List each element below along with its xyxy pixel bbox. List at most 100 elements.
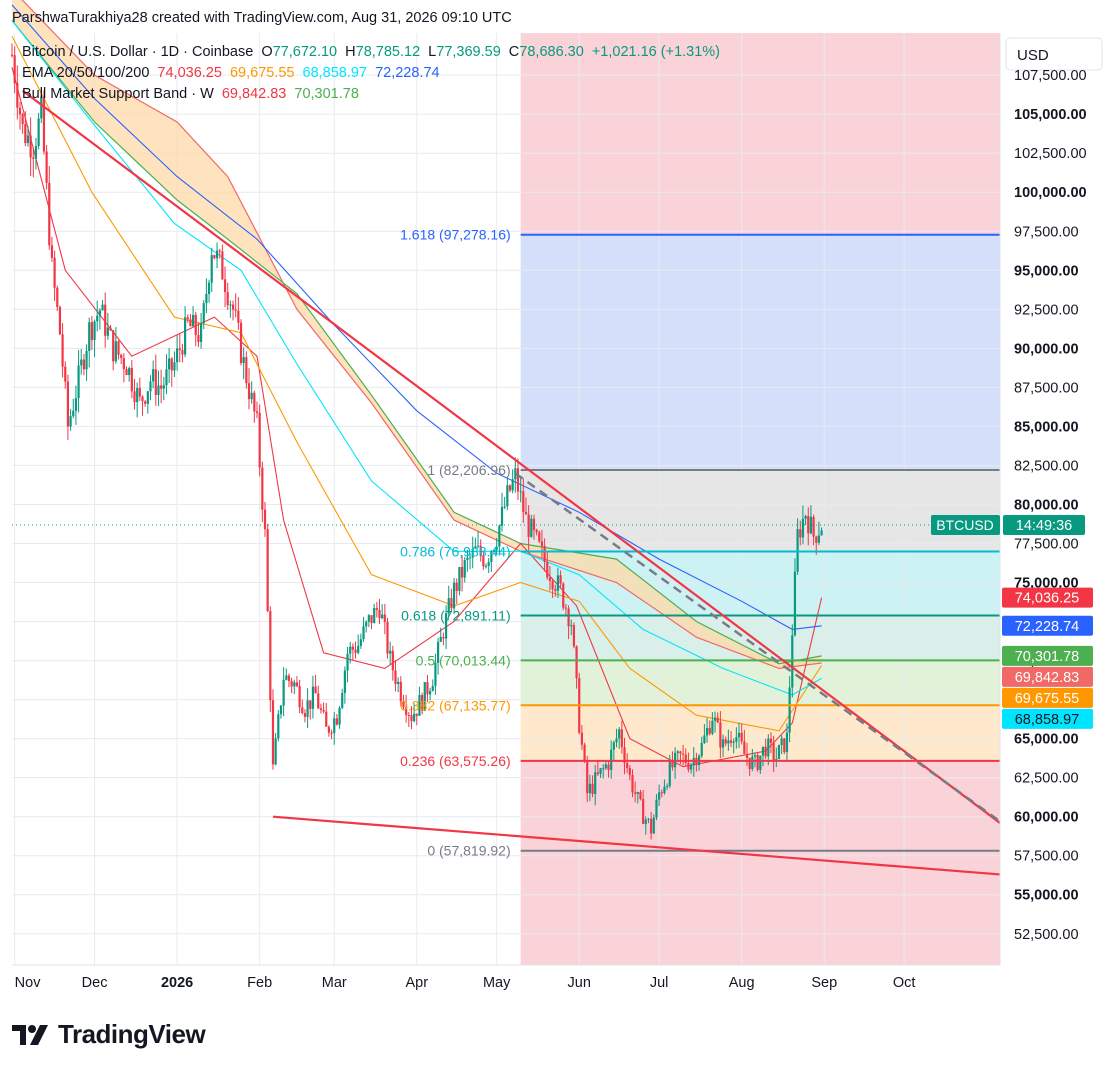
fib-levels: 1.618 (97,278.16) 1 (82,206.96) 0.786 (76,… [400, 227, 1000, 859]
candle-body [234, 309, 237, 311]
candle-body [436, 641, 440, 663]
bmsb-red-line [21, 0, 822, 670]
candle-body [431, 685, 434, 692]
candle-body [634, 792, 637, 794]
candle-body [764, 746, 767, 757]
candle-body [322, 709, 325, 712]
fib-label: 1 (82,206.96) [427, 462, 510, 478]
countdown-label: 14:49:36 [1016, 518, 1072, 534]
ema20-value: 74,036.25 [157, 65, 222, 81]
candle-body [783, 738, 786, 753]
candle-body [498, 525, 501, 547]
candle-body [423, 682, 426, 711]
candle-body [359, 639, 362, 646]
candle-body [125, 369, 128, 376]
x-tick-label: Sep [811, 975, 837, 991]
trendlines [21, 89, 1001, 876]
symbol-tag [931, 514, 1000, 535]
candle-body [729, 740, 733, 743]
candle-body [421, 694, 424, 711]
low-value: 77,369.59 [436, 44, 501, 60]
candle-body [245, 357, 248, 384]
candle-body [106, 327, 109, 336]
candle-body [663, 786, 666, 794]
candle-body [572, 625, 576, 647]
y-tick-label: 75,000.00 [1014, 576, 1079, 592]
candle-body [378, 609, 381, 619]
candle-body [10, 54, 14, 56]
candle-body [532, 518, 536, 530]
y-tick-label: 57,500.00 [1014, 849, 1079, 865]
candle-body [479, 545, 482, 557]
ema100-value: 68,858.97 [302, 65, 368, 81]
candle-body [615, 738, 618, 743]
candle-body [684, 754, 687, 763]
price-tag-label: 69,842.83 [1015, 670, 1080, 686]
candle-body [668, 759, 671, 786]
close-value: 78,686.30 [519, 44, 584, 60]
candle-body [362, 626, 365, 640]
candle-body [29, 135, 32, 158]
candle-body [751, 756, 754, 770]
candle-body [42, 96, 46, 152]
candle-body [207, 282, 211, 295]
candle-body [647, 818, 650, 820]
candle-body [173, 362, 176, 371]
candle-body [365, 621, 368, 627]
ema-line [11, 67, 823, 768]
candle-body [255, 411, 259, 413]
candle-body [612, 742, 615, 750]
y-tick-label: 87,500.00 [1014, 380, 1079, 396]
candle-body [199, 323, 203, 343]
candle-body [628, 768, 631, 776]
candle-body [809, 516, 813, 534]
candle-body [519, 491, 522, 493]
candle-body [122, 358, 125, 370]
candle-body [18, 107, 22, 115]
price-chart[interactable]: 1.618 (97,278.16) 1 (82,206.96) 0.786 (76,… [0, 0, 1120, 1005]
candle-body [311, 686, 315, 709]
y-tick-label: 107,500.00 [1014, 68, 1087, 84]
candle-body [631, 775, 634, 793]
candle-body [205, 294, 208, 304]
symbol-tag-label: BTCUSD [936, 517, 994, 533]
candle-body [721, 739, 725, 748]
candle-body [32, 157, 35, 159]
candle-body [239, 322, 243, 364]
x-tick-label: Dec [82, 975, 108, 991]
candle-body [487, 562, 490, 566]
candle-body [772, 742, 775, 761]
y-tick-label: 92,500.00 [1014, 302, 1079, 318]
candle-body [817, 535, 821, 543]
candle-body [559, 575, 562, 584]
candle-body [141, 396, 144, 402]
price-tag [1002, 666, 1093, 687]
candle-body [146, 391, 149, 404]
open-label: O [261, 44, 273, 60]
candle-body [37, 118, 40, 147]
candle-body [285, 675, 288, 680]
candle-body [524, 511, 528, 515]
ema-line [11, 20, 822, 696]
symbol-description: Bitcoin / U.S. Dollar · 1D · Coinbase [22, 44, 254, 60]
candle-body [586, 760, 589, 794]
fib-label: 0 (57,819.92) [427, 843, 510, 859]
price-tag-label: 69,675.55 [1015, 691, 1080, 707]
candle-body [753, 755, 757, 757]
candle-body [543, 546, 546, 562]
candle-body [711, 720, 714, 734]
candle-body [109, 327, 112, 331]
y-tick-label: 82,500.00 [1014, 458, 1079, 474]
candle-body [756, 755, 759, 770]
x-tick-label: Aug [729, 975, 755, 991]
candle-body [56, 287, 59, 308]
y-tick-label: 52,500.00 [1014, 927, 1079, 943]
candle-body [48, 182, 51, 246]
candle-body [516, 468, 520, 492]
candle-body [602, 768, 605, 770]
candle-body [72, 410, 75, 417]
candle-body [530, 518, 533, 537]
candle-body [506, 485, 509, 507]
candle-body [418, 694, 421, 716]
candle-body [277, 714, 280, 739]
